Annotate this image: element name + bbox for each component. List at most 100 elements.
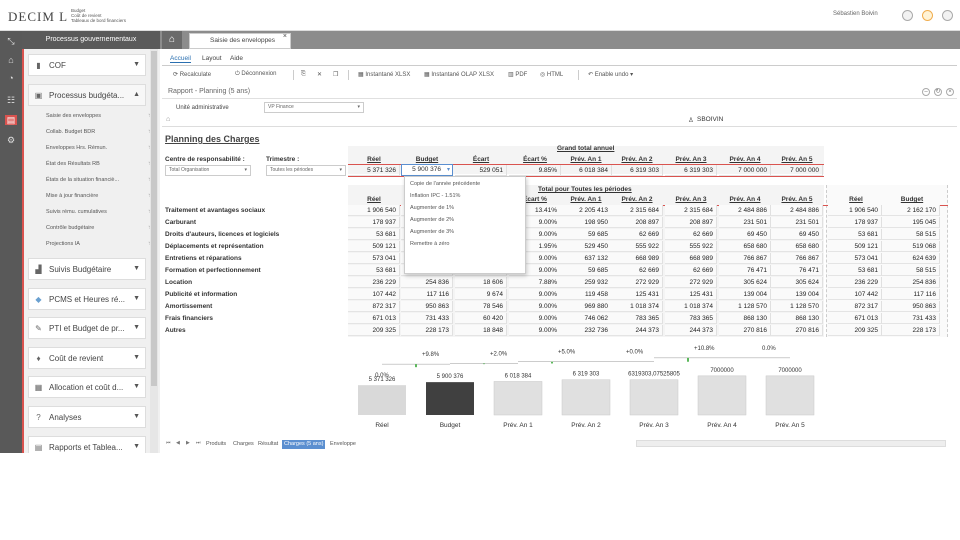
tab-saisie[interactable]: Saisie des enveloppes × — [189, 33, 291, 49]
table-cell[interactable]: 1 018 374 — [665, 301, 717, 312]
table-cell[interactable]: 783 365 — [665, 313, 717, 324]
table-cell[interactable]: 1 128 570 — [771, 301, 823, 312]
table-cell[interactable]: 1 906 540 — [828, 205, 882, 216]
table-cell[interactable]: 139 004 — [771, 289, 823, 300]
table-cell[interactable]: 969 880 — [560, 301, 612, 312]
table-cell[interactable]: 62 669 — [611, 229, 663, 240]
section-allocation[interactable]: ▦ Allocation et coût d... ▼ — [28, 376, 146, 398]
table-cell[interactable]: 78 546 — [455, 301, 507, 312]
table-cell[interactable]: 244 373 — [611, 325, 663, 336]
grand-total-cell[interactable]: 6 319 303 — [665, 165, 717, 176]
table-cell[interactable]: 53 681 — [828, 265, 882, 276]
settings-icon[interactable] — [902, 10, 913, 21]
sheet-tab-charges-5ans[interactable]: Charges (5 ans) — [282, 440, 326, 449]
collapse-icon[interactable]: ⤡ — [7, 36, 15, 46]
menu-aide[interactable]: Aide — [230, 55, 244, 62]
notification-icon[interactable] — [922, 10, 933, 21]
prev-sheet-icon[interactable]: ◀ — [176, 440, 180, 446]
table-cell[interactable]: 53 681 — [348, 265, 400, 276]
table-cell[interactable]: 117 116 — [401, 289, 453, 300]
table-cell[interactable]: 519 068 — [882, 241, 940, 252]
table-cell[interactable]: 125 431 — [665, 289, 717, 300]
table-cell[interactable]: 573 041 — [828, 253, 882, 264]
table-cell[interactable]: 624 639 — [882, 253, 940, 264]
table-cell[interactable]: 209 325 — [828, 325, 882, 336]
table-cell[interactable]: 637 132 — [560, 253, 612, 264]
table-cell[interactable]: 228 173 — [882, 325, 940, 336]
table-cell[interactable]: 1 128 570 — [719, 301, 771, 312]
table-cell[interactable]: 2 315 684 — [611, 205, 663, 216]
table-cell[interactable]: 950 863 — [882, 301, 940, 312]
section-suivis[interactable]: ▟ Suivis Budgétaire ▼ — [28, 258, 146, 280]
menu-item[interactable]: Remettre à zéro — [410, 241, 450, 247]
sheet-tab-enveloppe[interactable]: Enveloppe — [330, 441, 356, 447]
menu-item[interactable]: Augmenter de 2% — [410, 217, 455, 223]
scroll-thumb[interactable] — [151, 51, 157, 386]
close-icon[interactable]: × — [946, 88, 954, 96]
table-cell[interactable]: 60 420 — [455, 313, 507, 324]
table-cell[interactable]: 69 450 — [719, 229, 771, 240]
table-cell[interactable]: 231 501 — [771, 217, 823, 228]
table-cell[interactable]: 1 906 540 — [348, 205, 400, 216]
cut-icon[interactable]: ✕ — [317, 72, 323, 78]
table-cell[interactable]: 244 373 — [665, 325, 717, 336]
horizontal-scrollbar[interactable] — [636, 440, 946, 447]
disconnect-button[interactable]: ⏻ Déconnexion — [235, 71, 277, 77]
section-pcms[interactable]: ◆ PCMS et Heures ré... ▼ — [28, 288, 146, 310]
table-cell[interactable]: 62 669 — [611, 265, 663, 276]
export-pdf-button[interactable]: ▥ PDF — [508, 72, 528, 78]
table-cell[interactable]: 2 315 684 — [665, 205, 717, 216]
table-cell[interactable]: 671 013 — [348, 313, 400, 324]
table-cell[interactable]: 950 863 — [401, 301, 453, 312]
menu-layout[interactable]: Layout — [202, 55, 222, 62]
table-cell[interactable]: 9.00% — [509, 325, 561, 336]
sidebar-item-etat[interactable]: État des Résultats RB★ — [36, 158, 154, 170]
table-cell[interactable]: 305 624 — [719, 277, 771, 288]
power-icon[interactable] — [942, 10, 953, 21]
section-cout[interactable]: ♦ Coût de revient ▼ — [28, 347, 146, 369]
sidebar-item-controle[interactable]: Contrôle budgétaire★ — [36, 222, 154, 234]
export-olap-button[interactable]: ▦ Instantané OLAP XLSX — [424, 72, 494, 78]
table-cell[interactable]: 9 674 — [455, 289, 507, 300]
table-cell[interactable]: 2 484 886 — [771, 205, 823, 216]
table-cell[interactable]: 668 989 — [611, 253, 663, 264]
table-cell[interactable]: 198 950 — [560, 217, 612, 228]
menu-item[interactable]: Augmenter de 3% — [410, 229, 455, 235]
section-cof[interactable]: ▮ COF ▼ — [28, 54, 146, 76]
table-cell[interactable]: 125 431 — [611, 289, 663, 300]
table-cell[interactable]: 76 471 — [719, 265, 771, 276]
table-cell[interactable]: 53 681 — [348, 229, 400, 240]
table-cell[interactable]: 58 515 — [882, 265, 940, 276]
sidebar-scrollbar[interactable] — [150, 49, 158, 453]
table-cell[interactable]: 555 922 — [665, 241, 717, 252]
table-cell[interactable]: 746 062 — [560, 313, 612, 324]
sheet-tab-charges[interactable]: Charges — [233, 441, 254, 447]
table-cell[interactable]: 272 929 — [665, 277, 717, 288]
table-cell[interactable]: 18 606 — [455, 277, 507, 288]
table-cell[interactable]: 766 867 — [719, 253, 771, 264]
table-cell[interactable]: 259 932 — [560, 277, 612, 288]
paste-icon[interactable]: ❐ — [333, 72, 339, 78]
table-cell[interactable]: 9.00% — [509, 289, 561, 300]
home-icon[interactable]: ⌂ — [8, 55, 14, 65]
sidebar-item-suivis-remu[interactable]: Suivis rému. cumulatives★ — [36, 206, 154, 218]
table-cell[interactable]: 573 041 — [348, 253, 400, 264]
menu-item[interactable]: Inflation IPC - 1.51% — [410, 193, 461, 199]
close-icon[interactable]: × — [282, 33, 287, 40]
table-cell[interactable]: 555 922 — [611, 241, 663, 252]
section-pti[interactable]: ✎ PTI et Budget de pr... ▼ — [28, 317, 146, 339]
database-icon[interactable]: ▤ — [5, 115, 17, 125]
table-cell[interactable]: 208 897 — [611, 217, 663, 228]
export-xlsx-button[interactable]: ▦ Instantané XLSX — [358, 72, 411, 78]
table-cell[interactable]: 195 045 — [882, 217, 940, 228]
table-cell[interactable]: 668 989 — [665, 253, 717, 264]
recalculate-button[interactable]: ⟳ Recalculate — [173, 72, 212, 78]
table-cell[interactable]: 2 484 886 — [719, 205, 771, 216]
table-cell[interactable]: 209 325 — [348, 325, 400, 336]
menu-accueil[interactable]: Accueil — [170, 55, 191, 63]
refresh-icon[interactable]: ↻ — [934, 88, 942, 96]
table-cell[interactable]: 107 442 — [828, 289, 882, 300]
table-cell[interactable]: 254 836 — [401, 277, 453, 288]
table-cell[interactable]: 9.00% — [509, 313, 561, 324]
sidebar-item-projections[interactable]: Projections IA★ — [36, 238, 154, 250]
